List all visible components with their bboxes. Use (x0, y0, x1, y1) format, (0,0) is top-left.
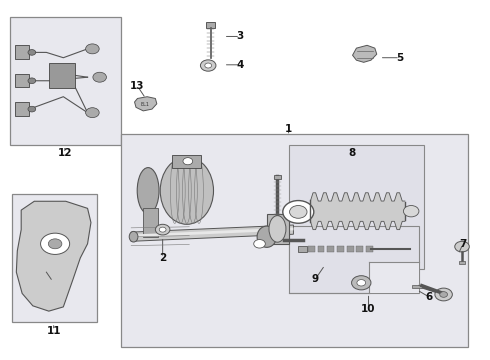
Polygon shape (131, 225, 294, 241)
Circle shape (155, 224, 170, 235)
Circle shape (28, 78, 36, 84)
Text: 3: 3 (237, 31, 244, 41)
Bar (15, 45, 29, 59)
Bar (172, 155, 201, 168)
Bar (366, 246, 373, 252)
Bar (347, 246, 353, 252)
Circle shape (86, 108, 99, 118)
Circle shape (28, 50, 36, 55)
Circle shape (205, 63, 212, 68)
Text: EL1: EL1 (140, 102, 149, 107)
Circle shape (28, 106, 36, 112)
Bar (206, 22, 215, 28)
Ellipse shape (269, 216, 286, 242)
Bar (10, 17, 122, 145)
Bar (49, 63, 75, 88)
Text: 13: 13 (130, 81, 145, 91)
Circle shape (49, 239, 62, 249)
Bar (459, 261, 466, 264)
Circle shape (183, 158, 193, 165)
Bar (122, 134, 468, 347)
Circle shape (200, 60, 216, 71)
Bar (356, 246, 363, 252)
Bar (12, 194, 97, 322)
Circle shape (290, 206, 307, 218)
Circle shape (403, 206, 419, 217)
Circle shape (41, 233, 70, 255)
Text: 7: 7 (459, 239, 466, 249)
Bar (289, 145, 424, 269)
Text: 11: 11 (47, 326, 61, 336)
Bar (308, 246, 315, 252)
Bar (412, 284, 422, 288)
Circle shape (254, 239, 266, 248)
Bar (267, 214, 289, 244)
Bar (318, 246, 324, 252)
Text: 5: 5 (396, 53, 404, 63)
Ellipse shape (137, 168, 159, 214)
Circle shape (357, 280, 366, 286)
Bar (273, 175, 281, 179)
Circle shape (93, 72, 106, 82)
Circle shape (435, 288, 452, 301)
Text: 6: 6 (425, 292, 433, 302)
Circle shape (455, 241, 469, 252)
Bar (15, 102, 29, 116)
Polygon shape (131, 228, 294, 238)
Ellipse shape (160, 157, 214, 224)
Text: 9: 9 (312, 274, 319, 284)
Bar (337, 246, 344, 252)
Text: 1: 1 (285, 123, 292, 134)
Ellipse shape (257, 226, 276, 247)
Circle shape (440, 292, 447, 297)
Bar (298, 246, 307, 252)
Bar (143, 208, 158, 237)
Bar (368, 261, 419, 293)
Bar (289, 226, 419, 293)
Text: 2: 2 (159, 253, 166, 263)
Text: 8: 8 (348, 148, 355, 158)
Polygon shape (352, 45, 377, 62)
Text: 12: 12 (57, 148, 72, 158)
Bar (15, 75, 29, 87)
Circle shape (283, 201, 314, 223)
Circle shape (159, 227, 166, 232)
Ellipse shape (129, 231, 138, 242)
Polygon shape (135, 97, 157, 111)
Circle shape (352, 276, 371, 290)
Bar (327, 246, 334, 252)
Circle shape (86, 44, 99, 54)
Text: 4: 4 (237, 60, 244, 70)
Text: 10: 10 (361, 304, 376, 314)
Polygon shape (16, 201, 91, 311)
